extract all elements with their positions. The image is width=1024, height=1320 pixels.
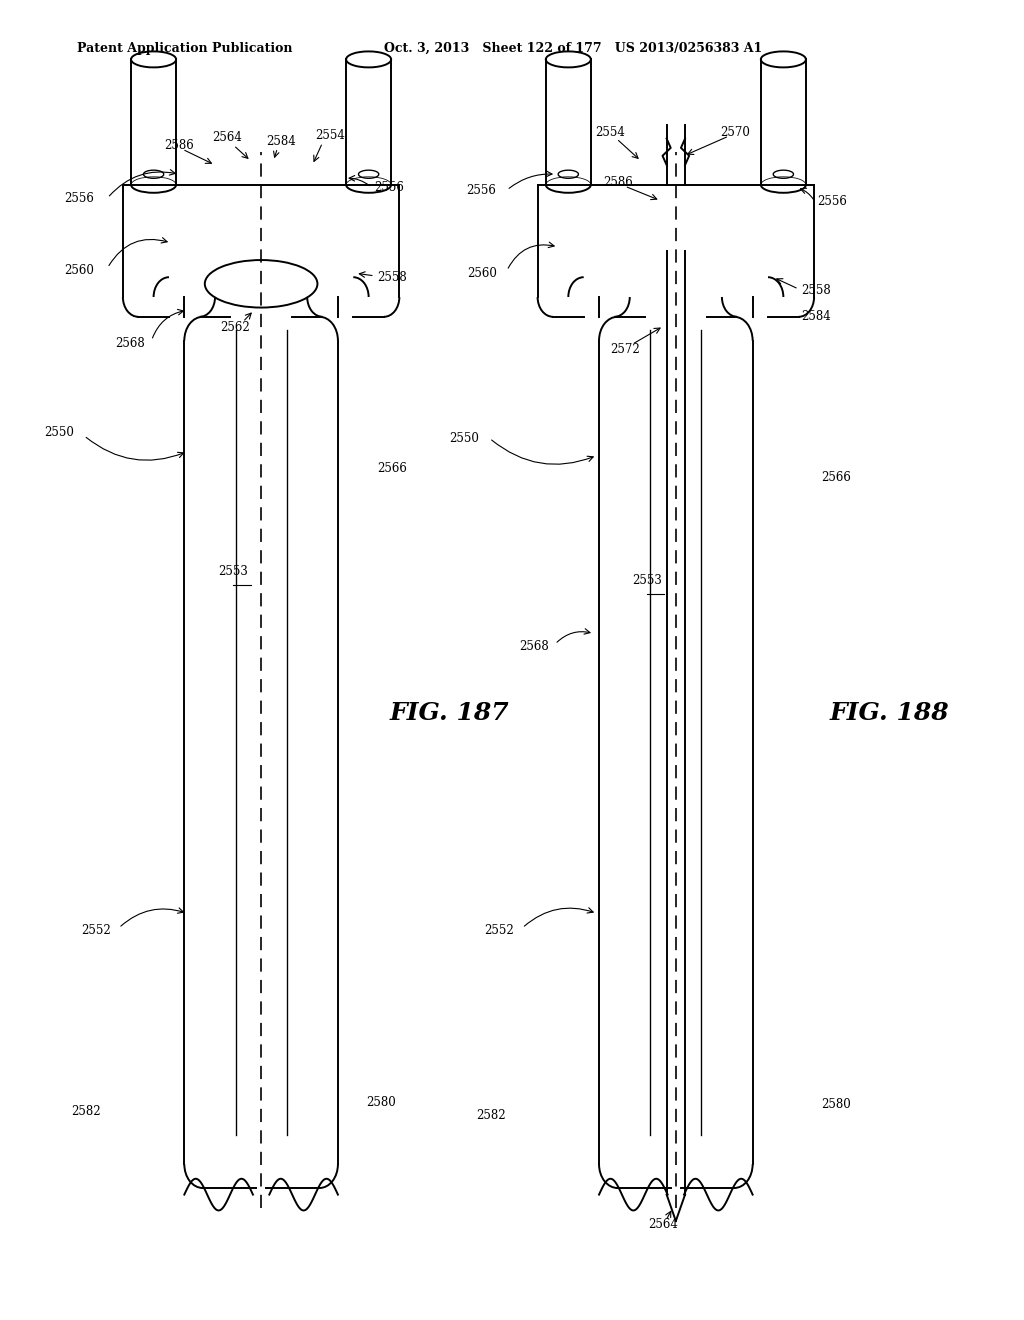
Text: 2584: 2584: [801, 310, 830, 323]
Text: 2582: 2582: [71, 1105, 100, 1118]
Text: 2564: 2564: [212, 131, 243, 144]
Text: 2586: 2586: [164, 139, 195, 152]
Text: 2570: 2570: [720, 125, 751, 139]
Text: 2580: 2580: [821, 1098, 851, 1111]
Text: Patent Application Publication: Patent Application Publication: [77, 42, 292, 55]
Text: 2566: 2566: [377, 462, 407, 475]
Text: 2566: 2566: [821, 471, 851, 484]
Text: 2560: 2560: [65, 264, 94, 277]
Text: 2556: 2556: [374, 181, 403, 194]
Text: 2550: 2550: [450, 432, 479, 445]
Text: 2584: 2584: [265, 135, 296, 148]
Text: 2564: 2564: [648, 1218, 679, 1232]
Text: 2586: 2586: [603, 176, 634, 189]
Text: 2554: 2554: [595, 125, 626, 139]
Text: 2553: 2553: [218, 565, 249, 578]
Text: 2550: 2550: [44, 426, 74, 440]
Text: 2556: 2556: [817, 195, 847, 209]
Text: 2572: 2572: [609, 343, 640, 356]
Text: 2558: 2558: [801, 284, 830, 297]
Text: 2568: 2568: [116, 337, 145, 350]
Text: 2556: 2556: [466, 183, 496, 197]
Text: 2553: 2553: [632, 574, 663, 587]
Text: 2554: 2554: [314, 129, 345, 143]
Text: 2558: 2558: [377, 271, 407, 284]
Text: Oct. 3, 2013   Sheet 122 of 177   US 2013/0256383 A1: Oct. 3, 2013 Sheet 122 of 177 US 2013/02…: [384, 42, 763, 55]
Text: 2582: 2582: [476, 1109, 506, 1122]
Text: 2556: 2556: [65, 191, 94, 205]
Text: 2560: 2560: [467, 267, 497, 280]
Text: 2562: 2562: [220, 321, 251, 334]
Text: FIG. 188: FIG. 188: [829, 701, 949, 725]
Text: 2568: 2568: [519, 640, 549, 653]
Text: 2580: 2580: [367, 1096, 396, 1109]
Text: 2552: 2552: [484, 924, 514, 937]
Text: FIG. 187: FIG. 187: [389, 701, 509, 725]
Text: 2552: 2552: [81, 924, 111, 937]
